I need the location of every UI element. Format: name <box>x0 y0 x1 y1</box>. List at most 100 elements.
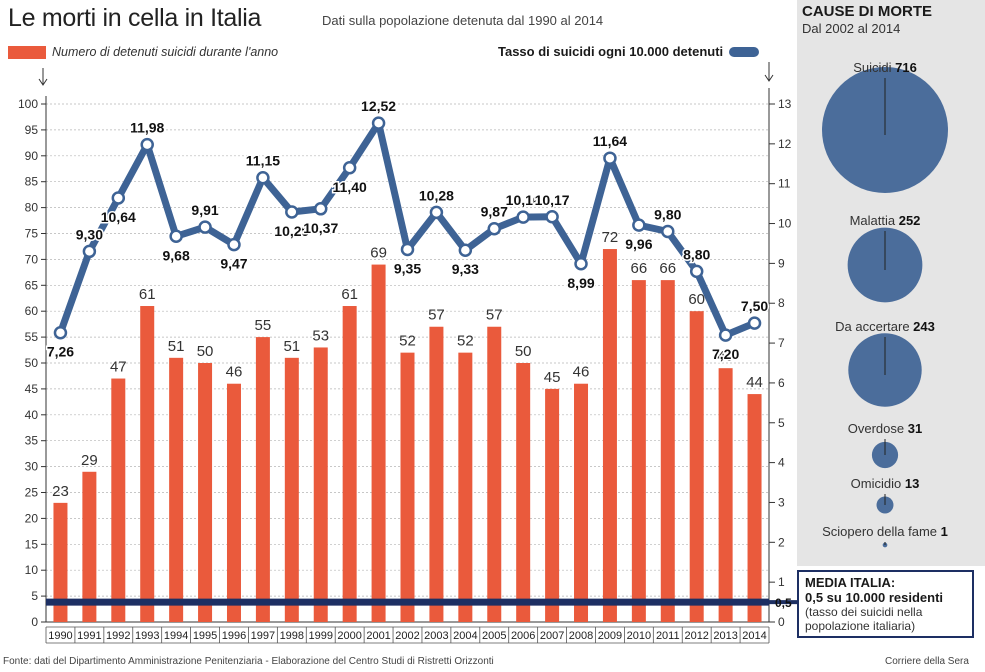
y-right-tick-label: 4 <box>778 456 785 470</box>
causes-subtitle: Dal 2002 al 2014 <box>802 21 901 36</box>
x-tick-label: 1994 <box>164 630 188 642</box>
cause-value: 13 <box>904 476 920 491</box>
y-left-tick-label: 55 <box>25 330 39 344</box>
x-tick-label: 1999 <box>308 630 332 642</box>
bar-value-label: 60 <box>688 291 705 308</box>
y-left-tick-label: 35 <box>25 434 39 448</box>
rate-value-label: 9,30 <box>76 226 103 242</box>
rate-point <box>458 243 473 257</box>
right-axis-arrow <box>764 62 774 82</box>
bar-value-label: 55 <box>255 317 272 334</box>
x-tick-label: 2014 <box>742 630 766 642</box>
footer-source: Fonte: dati del Dipartimento Amministraz… <box>3 656 494 667</box>
bar-value-label: 61 <box>341 286 358 303</box>
rate-value-label: 11,64 <box>593 133 627 149</box>
x-tick-label: 1990 <box>48 630 72 642</box>
bar <box>689 311 704 622</box>
y-left-tick-label: 85 <box>25 175 39 189</box>
cause-label: Overdose 31 <box>797 421 973 436</box>
bar <box>429 326 444 622</box>
rate-point <box>285 205 299 219</box>
y-right-tick-label: 5 <box>778 416 785 430</box>
rate-point <box>429 205 444 220</box>
rate-point <box>632 218 646 232</box>
bar-value-label: 49 <box>717 348 734 365</box>
rate-point <box>545 210 559 224</box>
rate-value-label: 9,68 <box>163 247 190 263</box>
y-left-tick-label: 45 <box>25 382 39 396</box>
rate-point <box>747 316 762 330</box>
cause-label: Suicidi 716 <box>797 60 973 75</box>
x-tick-label: 1996 <box>222 630 246 642</box>
y-left-tick-label: 10 <box>25 563 39 577</box>
x-tick-label: 2006 <box>511 630 535 642</box>
bar-value-label: 61 <box>139 286 156 303</box>
rate-point <box>400 242 415 257</box>
cause-label: Da accertare 243 <box>797 319 973 334</box>
legend-line-swatch <box>729 46 760 57</box>
y-right-tick-label: 0 <box>778 615 785 629</box>
legend-bars: Numero di detenuti suicidi durante l'ann… <box>8 45 278 59</box>
rate-point <box>718 328 733 342</box>
y-right-tick-label: 2 <box>778 535 785 549</box>
cause-label: Malattia 252 <box>797 213 973 228</box>
x-tick-label: 2008 <box>569 630 593 642</box>
bar-value-label: 29 <box>81 452 98 469</box>
x-tick-label: 2003 <box>424 630 448 642</box>
x-tick-label: 2000 <box>337 630 361 642</box>
y-left-tick-label: 25 <box>25 486 39 500</box>
y-left-tick-label: 70 <box>25 252 39 266</box>
bar <box>342 306 357 622</box>
cause-name: Suicidi <box>853 60 896 75</box>
footer-credit: Corriere della Sera <box>885 656 969 667</box>
media-title: MEDIA ITALIA: <box>805 575 896 590</box>
rate-value-label: 9,96 <box>625 236 652 252</box>
y-left-tick-label: 60 <box>25 304 39 318</box>
bar <box>602 249 617 623</box>
rate-value-label: 7,50 <box>741 298 768 314</box>
x-tick-label: 1997 <box>251 630 275 642</box>
x-tick-label: 1995 <box>193 630 217 642</box>
y-left-tick-label: 75 <box>25 227 39 241</box>
cause-value: 252 <box>898 213 921 228</box>
bar <box>545 388 560 622</box>
rate-value-label: 8,80 <box>683 246 710 262</box>
legend-line-label: Tasso di suicidi ogni 10.000 detenuti <box>498 44 724 59</box>
bar <box>718 368 733 622</box>
rate-point <box>227 237 241 252</box>
x-tick-label: 2002 <box>395 630 419 642</box>
bar <box>82 471 97 622</box>
rate-value-label: 9,91 <box>191 202 218 218</box>
y-right-tick-label: 13 <box>778 97 792 111</box>
cause-value: 31 <box>907 421 923 436</box>
bar-value-label: 52 <box>457 333 474 350</box>
media-value: 0,5 su 10.000 residenti <box>805 590 944 605</box>
legend-bar-swatch <box>8 45 46 59</box>
bar-value-label: 50 <box>197 343 214 360</box>
rate-line <box>56 119 759 339</box>
rate-point <box>574 257 588 271</box>
bar-value-label: 57 <box>428 307 445 324</box>
rate-value-label: 10,16 <box>506 192 541 208</box>
cause-name: Sciopero della fame <box>822 524 941 539</box>
bar <box>660 280 675 622</box>
bar <box>284 357 299 622</box>
cause-name: Overdose <box>847 421 908 436</box>
rate-value-label: 12,52 <box>361 98 396 114</box>
rate-point <box>53 325 68 340</box>
bar <box>631 280 646 622</box>
y-right-tick-label: 9 <box>778 256 785 270</box>
x-tick-label: 2007 <box>540 630 564 642</box>
bar-value-label: 46 <box>226 364 243 381</box>
bar-value-label: 44 <box>746 374 763 391</box>
y-left-tick-label: 95 <box>25 123 39 137</box>
x-tick-label: 1993 <box>135 630 159 642</box>
x-tick-label: 2004 <box>453 630 477 642</box>
cause-label: Sciopero della fame 1 <box>797 524 973 539</box>
rate-value-label: 9,33 <box>452 261 479 277</box>
rate-point <box>198 220 212 234</box>
rate-value-label: 10,17 <box>535 192 570 208</box>
x-tick-label: 2011 <box>656 630 680 642</box>
rate-value-label: 10,28 <box>419 187 454 203</box>
bar <box>169 357 184 622</box>
